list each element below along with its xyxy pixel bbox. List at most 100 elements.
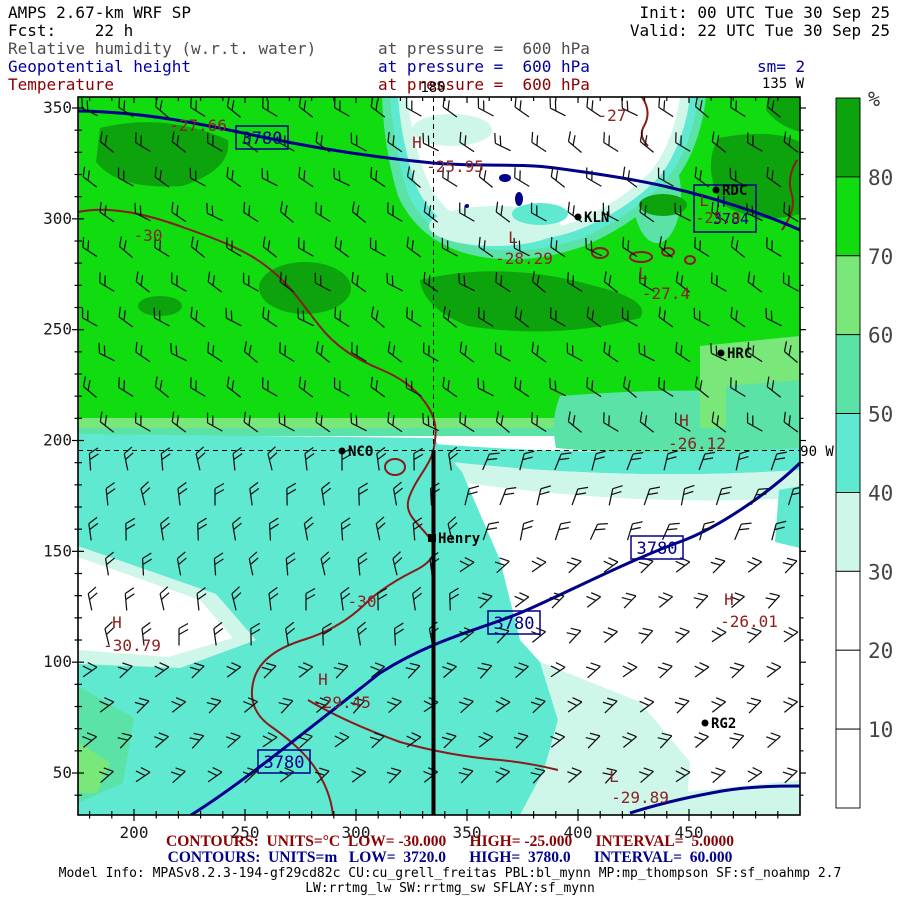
inset-label: L	[699, 192, 708, 210]
field-z-label: Geopotential height	[8, 57, 192, 76]
height-contour-info: CONTOURS: UNITS=m LOW= 3720.0 HIGH= 3780…	[167, 849, 733, 866]
station-label: RDC	[722, 183, 747, 199]
colorbar-segment	[835, 728, 861, 809]
height-contours	[78, 109, 800, 815]
height-label-box	[235, 125, 289, 150]
smoothing-label: sm= 2	[757, 57, 806, 76]
x-tick-label: 250	[231, 823, 260, 842]
height-label-box	[487, 610, 541, 635]
field-t-label: Temperature	[8, 75, 114, 94]
colorbar-segment	[835, 176, 861, 257]
axes: 200 250 300 350 400 450 350 300 250 200 150 100 50	[43, 96, 806, 842]
height-contour-label: 3780	[264, 753, 305, 773]
pressure-center-letter: L	[638, 264, 648, 283]
temperature-label: -30	[348, 592, 377, 611]
temperature-label: -29.89	[611, 788, 669, 807]
map-labels: 180 135 W90 W-27.66H-25.95-27-30 L-28.29L-…	[103, 76, 834, 807]
inset-label: 3784	[713, 210, 749, 228]
colorbar-segment	[835, 97, 861, 178]
station-label: NCO	[348, 444, 373, 460]
station-marker	[428, 534, 436, 542]
reference-lines	[78, 97, 800, 815]
model-title: AMPS 2.67-km WRF SP	[8, 3, 192, 22]
colorbar-tick-label: 60	[868, 324, 893, 348]
colorbar-segment	[835, 570, 861, 651]
pressure-center-letter: H	[412, 133, 422, 152]
colorbar-unit: %	[868, 87, 880, 111]
colorbar-tick-label: 40	[868, 481, 893, 505]
y-tick-label: 50	[53, 763, 72, 782]
inset-label: H	[716, 193, 725, 211]
fcst-hour: Fcst: 22 h	[8, 21, 134, 40]
x-tick-label: 400	[564, 823, 593, 842]
colorbar-tick-label: 70	[868, 245, 893, 269]
colorbar-tick-label: 20	[868, 639, 893, 663]
station-label: KLN	[584, 210, 609, 226]
y-tick-label: 200	[43, 431, 72, 450]
x-tick-label: 450	[675, 823, 704, 842]
colorbar-tick-label: 30	[868, 560, 893, 584]
colorbar-tick-label: 50	[868, 403, 893, 427]
station-marker	[701, 719, 709, 727]
model-info-line2: LW:rrtmg_lw SW:rrtmg_sw SFLAY:sf_mynn	[305, 881, 595, 896]
y-tick-label: 300	[43, 209, 72, 228]
colorbar-segment	[835, 491, 861, 572]
height-contour-label: 3780	[494, 614, 535, 634]
pressure-center-letter: L	[609, 767, 619, 786]
y-tick-label: 150	[43, 541, 72, 560]
height-label-box	[257, 749, 311, 774]
grid-label: 180	[420, 80, 445, 96]
temperature-label: -27.66	[169, 116, 227, 135]
station-marker	[712, 186, 720, 194]
temperature-label: -26.12	[668, 434, 726, 453]
temperature-label: -30.79	[103, 636, 161, 655]
temperature-label: -25.95	[426, 157, 484, 176]
coastline	[78, 97, 798, 815]
y-tick-label: 250	[43, 320, 72, 339]
temperature-label: -29.45	[313, 693, 371, 712]
field-t-level: at pressure = 600 hPa	[378, 75, 590, 94]
height-contour-label: 3780	[637, 539, 678, 559]
y-tick-label: 100	[43, 652, 72, 671]
station-marker	[574, 213, 582, 221]
valid-time: Valid: 22 UTC Tue 30 Sep 25	[629, 21, 890, 40]
colorbar-segment	[835, 649, 861, 730]
x-tick-label: 350	[453, 823, 482, 842]
temperature-label: -27.4	[642, 284, 690, 303]
inset-box	[693, 184, 757, 233]
height-label-box	[630, 535, 684, 560]
x-tick-label: 300	[342, 823, 371, 842]
colorbar-tick-label: 10	[868, 718, 893, 742]
inset-label: -25.9	[695, 209, 740, 227]
grid-label: 135 W	[762, 76, 805, 92]
colorbar-segment	[835, 255, 861, 336]
station-label: HRC	[727, 346, 752, 362]
pressure-center-letter: L	[508, 228, 518, 247]
temperature-label: -27	[598, 106, 627, 125]
humidity-fill	[78, 97, 800, 815]
colorbar-tick-label: 80	[868, 166, 893, 190]
temperature-label: -26.01	[720, 612, 778, 631]
field-rh-level: at pressure = 600 hPa	[378, 39, 590, 58]
temperature-label: -28.29	[495, 249, 553, 268]
station-label: RG2	[711, 716, 736, 732]
station-marker	[338, 447, 346, 455]
field-rh-label: Relative humidity (w.r.t. water)	[8, 39, 317, 58]
station-label: Henry	[438, 531, 481, 547]
pressure-center-letter: H	[679, 411, 689, 430]
init-time: Init: 00 UTC Tue 30 Sep 25	[639, 3, 890, 22]
station-marker	[717, 349, 725, 357]
model-info-line1: Model Info: MPASv8.2.3-194-gf29cd82c CU:…	[58, 866, 842, 881]
pressure-center-letter: H	[112, 613, 122, 632]
pressure-center-letter: H	[724, 590, 734, 609]
wind-barbs	[81, 97, 800, 784]
colorbar-segment	[835, 413, 861, 493]
y-tick-label: 350	[43, 98, 72, 117]
x-tick-label: 200	[120, 823, 149, 842]
pressure-center-letter: H	[318, 670, 328, 689]
temperature-label: -30	[134, 226, 163, 245]
colorbar-segment	[835, 334, 861, 415]
grid-label: 90 W	[800, 444, 834, 460]
